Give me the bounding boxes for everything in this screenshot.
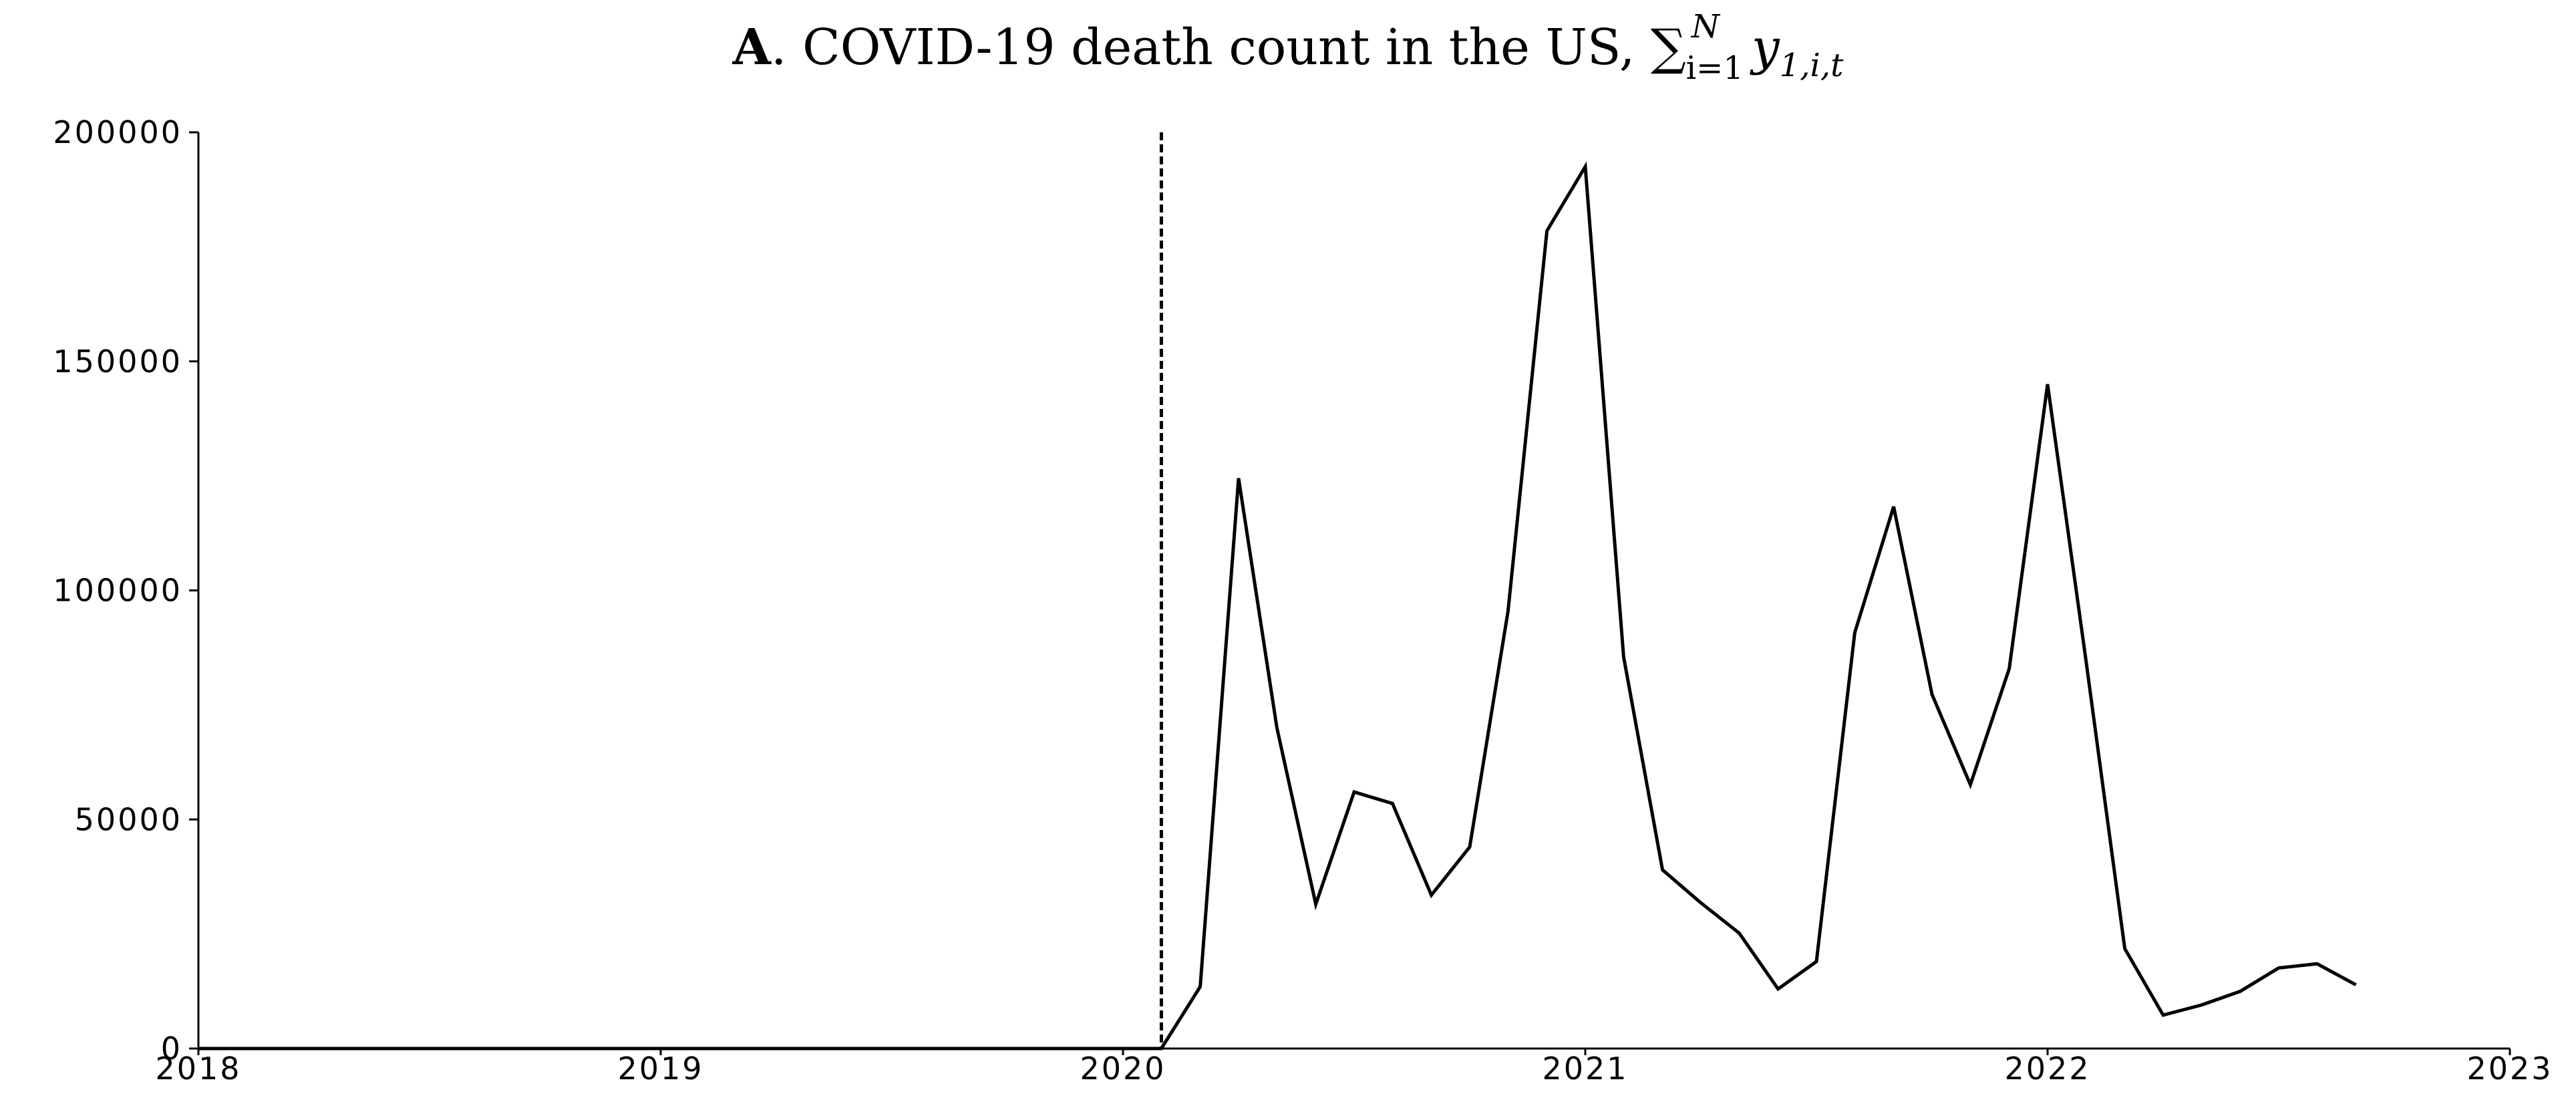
chart-title-panel: A xyxy=(732,19,772,76)
y-tick-label: 200000 xyxy=(53,114,182,150)
x-tick-label: 2020 xyxy=(1080,1051,1166,1087)
chart-title-sum: ∑ xyxy=(1651,19,1686,76)
chart-title-sup-n: N xyxy=(1691,8,1721,45)
chart-title-var: y xyxy=(1750,19,1780,76)
chart-title-sub-i: i=1 xyxy=(1686,49,1744,87)
y-tick-label: 0 xyxy=(161,1030,182,1067)
y-tick-label: 100000 xyxy=(53,573,182,609)
x-tick-label: 2023 xyxy=(2466,1051,2553,1087)
x-tick-label: 2018 xyxy=(155,1051,241,1087)
chart-title-text: . COVID-19 death count in the US, xyxy=(771,19,1651,76)
x-tick-label: 2022 xyxy=(2004,1051,2090,1087)
y-tick-label: 150000 xyxy=(53,343,182,380)
x-tick-label: 2021 xyxy=(1542,1051,1628,1087)
series-line xyxy=(198,161,2357,1051)
x-tick-label: 2019 xyxy=(617,1051,703,1087)
y-tick-label: 50000 xyxy=(75,801,182,837)
chart-title: A. COVID-19 death count in the US, ∑i=1 N… xyxy=(732,8,1844,87)
chart-title-var-sub: 1,i,t xyxy=(1780,47,1844,84)
plot-area: 0 50000 100000 150000 200000 2018 2019 2020 2021… xyxy=(53,114,2553,1087)
